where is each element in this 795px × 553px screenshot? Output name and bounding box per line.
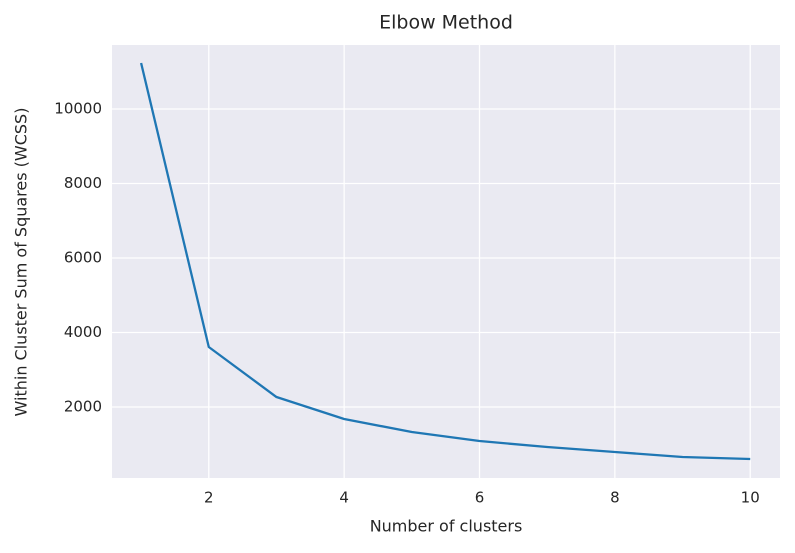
x-tick-label: 2 [204, 489, 214, 507]
y-tick-label: 6000 [64, 248, 102, 266]
y-tick-label: 8000 [64, 174, 102, 192]
x-tick-label: 10 [741, 489, 760, 507]
chart-title: Elbow Method [379, 12, 513, 34]
y-tick-label: 2000 [64, 398, 102, 416]
x-tick-label: 4 [339, 489, 349, 507]
data-line [139, 62, 751, 461]
x-tick-label: 8 [610, 489, 620, 507]
y-tick-label: 4000 [64, 323, 102, 341]
plot-area [112, 45, 780, 478]
x-axis-label: Number of clusters [370, 517, 523, 536]
x-tick-label: 6 [475, 489, 485, 507]
y-tick-label: 10000 [54, 99, 102, 117]
y-axis-label: Within Cluster Sum of Squares (WCSS) [12, 108, 31, 417]
